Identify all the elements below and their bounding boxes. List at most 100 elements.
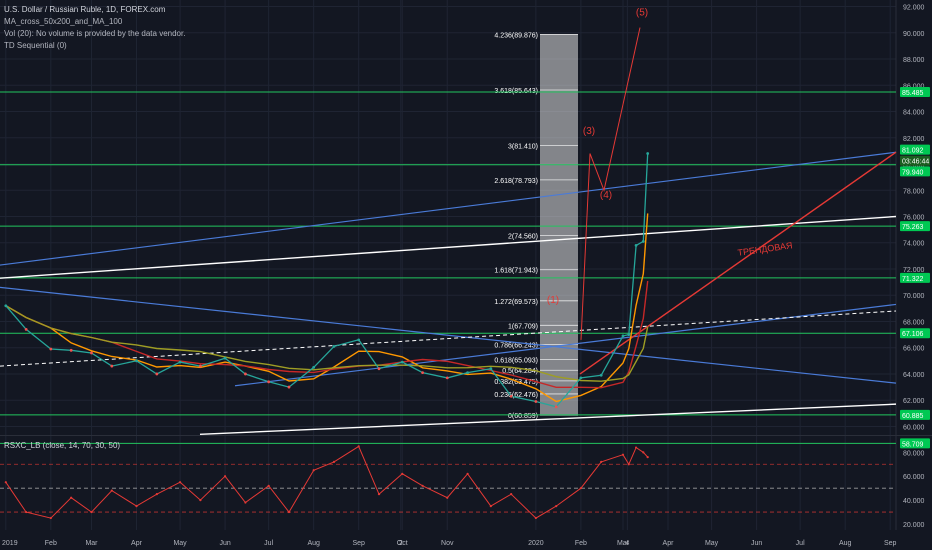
price-point: [135, 359, 138, 363]
price-axis-tick: 88.000: [903, 57, 925, 64]
oscillator-point: [287, 510, 291, 514]
time-axis-tick: Jun: [219, 540, 230, 547]
fibonacci-level-label: 0.236(62.476): [494, 392, 538, 399]
price-axis-tick: 84.000: [903, 110, 925, 117]
price-point: [178, 360, 182, 364]
oscillator-point: [401, 472, 404, 475]
grid: [0, 0, 896, 530]
price-axis: 92.00090.00088.00086.00084.00082.00080.0…: [900, 5, 930, 449]
price-tag-label: 75.263: [902, 224, 924, 231]
middle-white-trendline: [0, 215, 897, 279]
oscillator-point: [510, 493, 513, 496]
price-tag-label: 03:46:44: [902, 159, 929, 166]
time-axis-tick: Sep: [884, 540, 897, 547]
oscillator-point: [70, 496, 73, 499]
oscillator-pane: 80.000 60.000 40.000 20.000: [0, 445, 925, 529]
time-axis-tick: Aug: [839, 540, 852, 547]
price-tag: [900, 328, 930, 339]
price-axis-tick: 76.000: [903, 215, 925, 222]
oscillator-point: [267, 484, 270, 487]
fibonacci-extension: 4.236(89.876) 3.618(85.643) 3(81.410) 2.618…: [494, 32, 578, 420]
price-tag: [900, 166, 930, 177]
price-point: [377, 367, 381, 371]
price-axis-tick: 78.000: [903, 188, 925, 195]
fibonacci-level-label: 2.618(78.793): [494, 178, 538, 185]
oscillator-point: [600, 460, 603, 463]
time-axis-tick: Feb: [575, 540, 587, 547]
price-axis-tick: 82.000: [903, 136, 925, 143]
oscillator-point: [642, 451, 645, 454]
price-axis-tick: 62.000: [903, 398, 925, 405]
price-tag-label: 85.485: [902, 90, 924, 97]
price-point: [357, 338, 361, 342]
time-axis-tick: Mar: [617, 540, 630, 547]
price-point: [110, 364, 114, 368]
price-point: [223, 356, 227, 360]
price-axis-tick: 92.000: [903, 5, 925, 12]
time-axis-tick: Mar: [85, 540, 98, 547]
price-point: [489, 367, 493, 371]
time-axis-tick: Aug: [307, 540, 320, 547]
oscillator-point: [646, 456, 649, 459]
time-axis-tick: Feb: [45, 540, 57, 547]
wave-label: (4): [600, 190, 612, 201]
price-point: [627, 333, 631, 336]
price-axis-tick: 72.000: [903, 267, 925, 274]
fibonacci-level-label: 1.618(71.943): [494, 268, 538, 275]
elliott-wave: (1) (3) (4) (5): [547, 8, 648, 340]
fibonacci-level-label: 0(60.859): [508, 413, 538, 420]
oscillator-point: [634, 446, 638, 449]
oscillator-point: [621, 453, 625, 456]
oscillator-point: [357, 445, 360, 448]
price-tag: [900, 155, 930, 166]
price-axis-tick: 86.000: [903, 83, 925, 90]
oscillator-axis-tick: 80.000: [903, 450, 925, 457]
oscillator-point: [312, 469, 315, 472]
price-tag: [900, 144, 930, 155]
upper-channel-trendline: [0, 151, 897, 266]
dashed-median-line: [0, 310, 897, 367]
price-axis-tick: 66.000: [903, 346, 925, 353]
oscillator-point: [199, 499, 202, 502]
oscillator-point: [579, 487, 582, 490]
price-point: [69, 348, 73, 352]
price-point: [534, 400, 538, 403]
oscillator-point: [534, 516, 537, 520]
fibonacci-level-label: 0.382(63.475): [494, 379, 538, 386]
fibonacci-level-label: 3(81.410): [508, 144, 538, 151]
wave-label: (5): [636, 8, 648, 19]
price-point: [641, 240, 645, 243]
price-axis-tick: 68.000: [903, 319, 925, 326]
time-axis-tick: Jul: [264, 540, 273, 547]
time-axis-tick: 2020: [528, 540, 544, 547]
fibonacci-level-label: 0.618(65.093): [494, 358, 538, 365]
price-axis-tick: 60.000: [903, 424, 925, 431]
price-point: [24, 327, 28, 331]
oscillator-point: [49, 516, 52, 520]
fibonacci-level-label: 4.236(89.876): [494, 32, 538, 39]
trend-arrow-line: [579, 151, 897, 375]
price-point: [621, 334, 625, 338]
time-axis-tick: 2: [399, 540, 403, 547]
price-point: [267, 380, 271, 384]
price-tag: [900, 221, 930, 232]
price-point: [49, 347, 53, 351]
indicator-label-volume: Vol (20): No volume is provided by the d…: [4, 29, 186, 38]
price-axis-tick: 64.000: [903, 372, 925, 379]
price-point: [421, 371, 424, 375]
price-point: [244, 372, 247, 376]
oscillator-axis-tick: 20.000: [903, 522, 925, 529]
price-tag-label: 67.106: [902, 331, 924, 338]
lower-white-trendline: [199, 403, 897, 436]
indicator-label-ma-cross: MA_cross_50x200_and_MA_100: [4, 17, 123, 26]
oscillator-point: [135, 505, 138, 508]
oscillator-point: [466, 472, 469, 475]
price-tag-label: 71.322: [902, 276, 924, 283]
time-axis-tick: Oct: [397, 540, 408, 547]
fibonacci-box: [540, 34, 578, 416]
oscillator-point: [489, 505, 492, 508]
time-axis-tick: Jun: [751, 540, 762, 547]
oscillator-axis-tick: 40.000: [903, 498, 925, 505]
